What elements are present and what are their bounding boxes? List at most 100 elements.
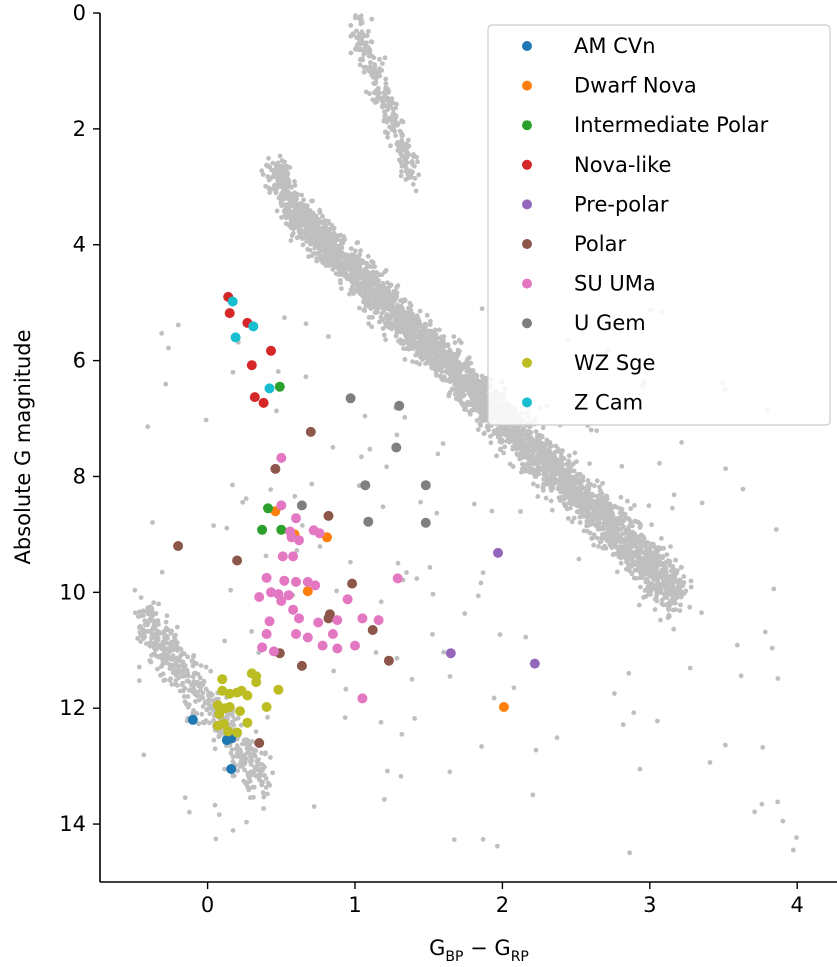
background-point [629,560,635,566]
background-point [300,203,306,209]
background-point [441,354,447,359]
background-point [296,207,302,213]
background-point [674,568,680,573]
background-point [388,305,393,310]
background-point [575,509,581,515]
background-point [509,428,515,434]
background-point [270,160,276,166]
point-su-uma [350,640,360,651]
background-point [652,607,658,612]
background-point [433,371,439,376]
background-point [149,627,154,633]
background-point [408,169,413,175]
background-point [384,312,390,317]
background-point [285,196,291,202]
background-point [771,586,777,592]
background-point [373,650,379,655]
point-intermediate-polar [257,524,268,535]
background-point [402,357,408,362]
background-point [211,523,217,528]
background-point [399,163,405,169]
background-point [608,534,613,540]
background-point [411,331,416,337]
background-point [614,530,620,536]
point-polar [232,555,243,566]
legend-label: WZ Sge [574,351,655,375]
point-su-uma [317,640,328,651]
background-point [435,451,441,457]
background-point [169,646,175,652]
background-point [723,742,728,748]
background-point [288,238,294,243]
background-point [279,215,284,220]
background-point [361,307,367,313]
background-point [401,346,406,351]
background-point [203,664,209,670]
background-point [456,337,462,343]
background-point [327,248,332,254]
background-point [533,446,539,452]
legend-label: Intermediate Polar [574,113,769,137]
background-point [359,20,365,26]
background-point [452,367,457,373]
background-point [138,633,144,638]
background-point [624,552,630,557]
x-axis-label-sub2: RP [511,949,529,965]
background-point [453,359,459,364]
background-point [383,337,388,343]
background-point [222,766,228,772]
x-tick-label: 3 [643,893,656,917]
background-point [562,468,568,473]
background-point [410,181,416,187]
background-point [326,334,331,339]
background-point [627,545,633,550]
background-point [300,242,306,248]
background-point [536,436,542,442]
background-point [300,236,305,241]
background-point [549,507,555,513]
background-point [362,413,368,419]
background-point [510,446,516,452]
background-point [259,750,264,756]
background-point [604,537,610,542]
background-point [468,360,474,366]
background-point [395,560,401,566]
background-point [369,39,375,45]
background-point [484,424,490,430]
background-point [451,334,457,339]
background-point [406,137,411,143]
background-point [259,168,265,174]
background-point [432,366,438,372]
background-point [542,441,548,447]
background-point [273,190,279,196]
background-point [182,663,188,668]
background-point [145,424,151,430]
point-wz-sge [273,684,284,695]
background-point [620,722,626,728]
background-point [155,618,161,623]
background-point [671,492,677,498]
point-su-uma [261,572,272,583]
background-point [469,386,475,392]
background-point [643,571,649,577]
background-point [348,559,353,565]
background-point [286,205,292,211]
background-point [563,501,569,507]
background-point [496,433,501,439]
background-point [520,426,526,431]
background-point [203,718,209,724]
background-point [171,634,177,640]
background-point [290,200,296,206]
point-z-cam [264,383,275,394]
y-tick-label: 6 [73,349,86,373]
point-su-uma [392,573,403,584]
background-point [468,382,474,388]
point-wz-sge [232,727,243,738]
point-wz-sge [212,720,223,731]
background-point [434,351,440,357]
background-point [562,481,568,487]
legend-label: Z Cam [574,390,643,414]
background-point [421,342,427,347]
background-point [631,575,637,581]
